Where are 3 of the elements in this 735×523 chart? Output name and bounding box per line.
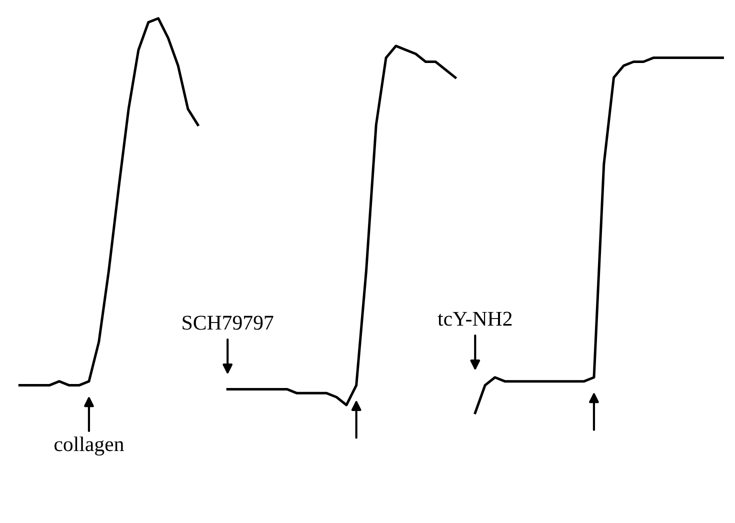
annotation: SCH79797	[182, 316, 274, 330]
text: collagen	[54, 436, 124, 456]
annotation: tcY-NH2	[438, 312, 512, 326]
